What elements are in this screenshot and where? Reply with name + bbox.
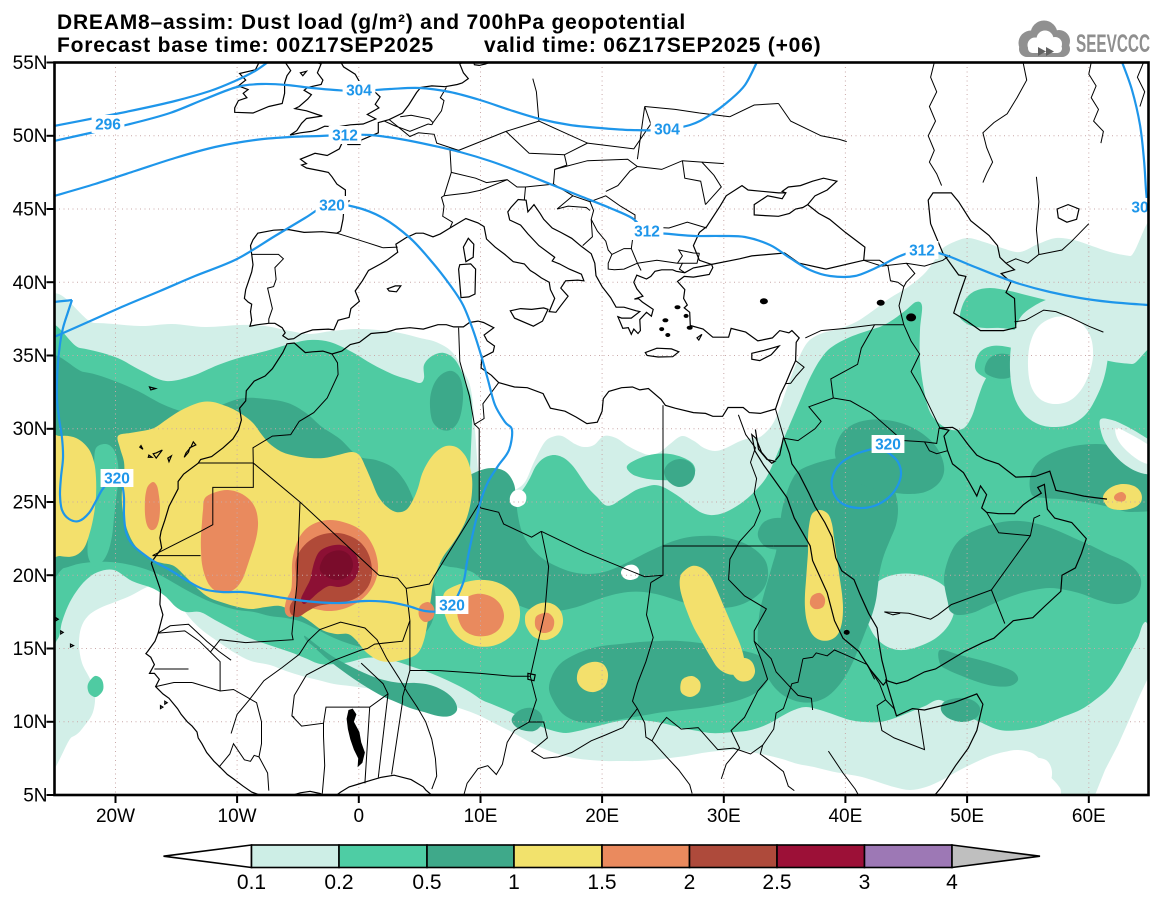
svg-text:50N: 50N [13,126,48,147]
svg-text:5N: 5N [23,786,47,807]
svg-text:296: 296 [95,117,121,134]
svg-text:312: 312 [909,243,935,260]
svg-text:valid time: 06Z17SEP2025 (+06): valid time: 06Z17SEP2025 (+06) [484,34,821,57]
svg-text:SEEVCCC: SEEVCCC [1076,30,1150,58]
svg-text:10E: 10E [464,806,498,827]
svg-text:2: 2 [684,871,696,894]
svg-text:45N: 45N [13,200,48,221]
svg-text:320: 320 [104,471,130,488]
svg-text:40N: 40N [13,273,48,294]
svg-text:50E: 50E [950,806,984,827]
svg-text:35N: 35N [13,346,48,367]
svg-text:20N: 20N [13,566,48,587]
svg-text:304: 304 [346,83,372,100]
svg-text:25N: 25N [13,493,48,514]
svg-text:0.1: 0.1 [237,871,266,894]
svg-text:2.5: 2.5 [762,871,791,894]
svg-text:40E: 40E [828,806,862,827]
svg-text:1: 1 [508,871,520,894]
svg-text:320: 320 [439,598,465,615]
svg-text:4: 4 [946,871,958,894]
svg-text:320: 320 [875,437,901,454]
svg-text:10N: 10N [13,712,48,733]
svg-text:312: 312 [332,128,358,145]
svg-text:30E: 30E [707,806,741,827]
svg-text:10W: 10W [218,806,257,827]
svg-text:312: 312 [634,224,660,241]
svg-text:60E: 60E [1072,806,1106,827]
svg-text:304: 304 [654,122,680,139]
svg-text:20E: 20E [585,806,619,827]
svg-text:DREAM8–assim: Dust load (g/m²): DREAM8–assim: Dust load (g/m²) and 700hP… [57,11,686,34]
svg-text:20W: 20W [96,806,135,827]
svg-text:55N: 55N [13,53,48,74]
svg-text:1.5: 1.5 [587,871,616,894]
svg-text:3: 3 [859,871,871,894]
svg-text:0: 0 [354,806,365,827]
svg-text:0.5: 0.5 [412,871,441,894]
svg-text:30N: 30N [13,419,48,440]
svg-text:0.2: 0.2 [324,871,353,894]
svg-text:320: 320 [319,198,345,215]
svg-text:30: 30 [1131,200,1148,217]
svg-text:Forecast base time: 00Z17SEP20: Forecast base time: 00Z17SEP2025 [57,34,434,57]
svg-text:15N: 15N [13,639,48,660]
